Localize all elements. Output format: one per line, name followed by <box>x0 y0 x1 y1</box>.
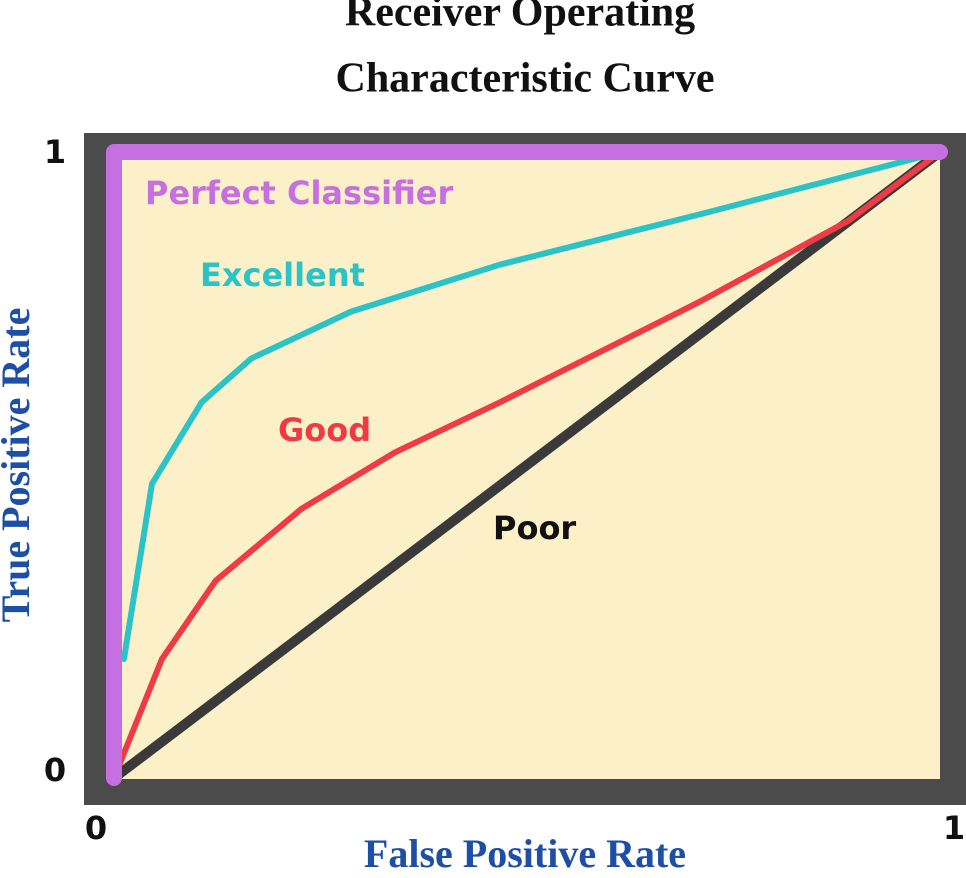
series-line <box>109 147 945 783</box>
chart-title: Receiver Operating <box>345 0 695 36</box>
series-label: Perfect Classifier <box>145 174 454 212</box>
x-tick-label: 1 <box>943 809 965 847</box>
series-label: Good <box>278 411 371 449</box>
chart-title: Characteristic Curve <box>335 56 714 102</box>
series-line <box>106 144 948 786</box>
series-line <box>120 149 943 663</box>
y-tick-label: 0 <box>44 751 66 789</box>
plot-area: Perfect Classifier Excellent Good Poor <box>106 144 948 786</box>
y-tick-label: 1 <box>44 133 66 171</box>
series-line <box>111 149 943 781</box>
y-axis-label: True Positive Rate <box>0 308 38 623</box>
series-label: Excellent <box>200 256 365 294</box>
x-axis-label: False Positive Rate <box>364 831 686 876</box>
series-label: Poor <box>493 509 576 547</box>
x-tick-label: 0 <box>85 809 107 847</box>
